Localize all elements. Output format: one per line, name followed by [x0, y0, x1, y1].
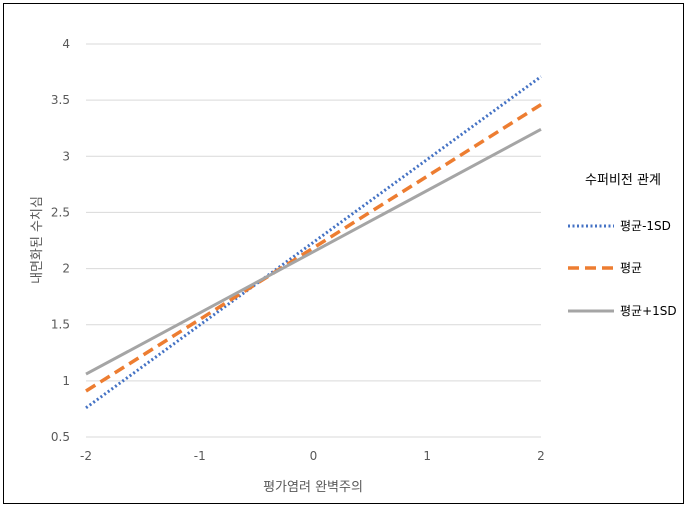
y-tick-label: 2: [62, 262, 70, 276]
x-tick-label: -2: [80, 449, 92, 463]
legend-label-2: 평균: [620, 261, 642, 275]
y-tick-label: 3: [62, 149, 70, 163]
series-line-1: [85, 75, 542, 410]
y-tick-label: 4: [62, 37, 70, 51]
grid-layer: [86, 43, 541, 438]
x-tick-label: 1: [423, 449, 431, 463]
series-lines: [85, 75, 542, 410]
legend-label-3: 평균+1SD: [620, 304, 677, 318]
x-tick-labels: -2 -1 0 1 2: [80, 449, 545, 463]
series-line-2: [85, 103, 542, 393]
y-tick-label: 1.5: [51, 318, 70, 332]
series-line-3: [85, 127, 542, 376]
x-tick-label: -1: [194, 449, 206, 463]
y-tick-label: 2.5: [51, 205, 70, 219]
y-tick-label: 0.5: [51, 430, 70, 444]
y-tick-label: 1: [62, 374, 70, 388]
x-tick-label: 2: [537, 449, 545, 463]
chart-border: [3, 3, 684, 504]
y-axis-title: 내면화된 수치심: [30, 196, 45, 284]
y-tick-label: 3.5: [51, 93, 70, 107]
legend-title: 수퍼비전 관계: [585, 173, 661, 188]
x-tick-label: 0: [310, 449, 318, 463]
y-tick-labels: 0.5 1 1.5 2 2.5 3 3.5 4: [51, 37, 70, 444]
legend-label-1: 평균-1SD: [620, 219, 671, 233]
x-axis-title: 평가염려 완벽주의: [263, 480, 363, 495]
